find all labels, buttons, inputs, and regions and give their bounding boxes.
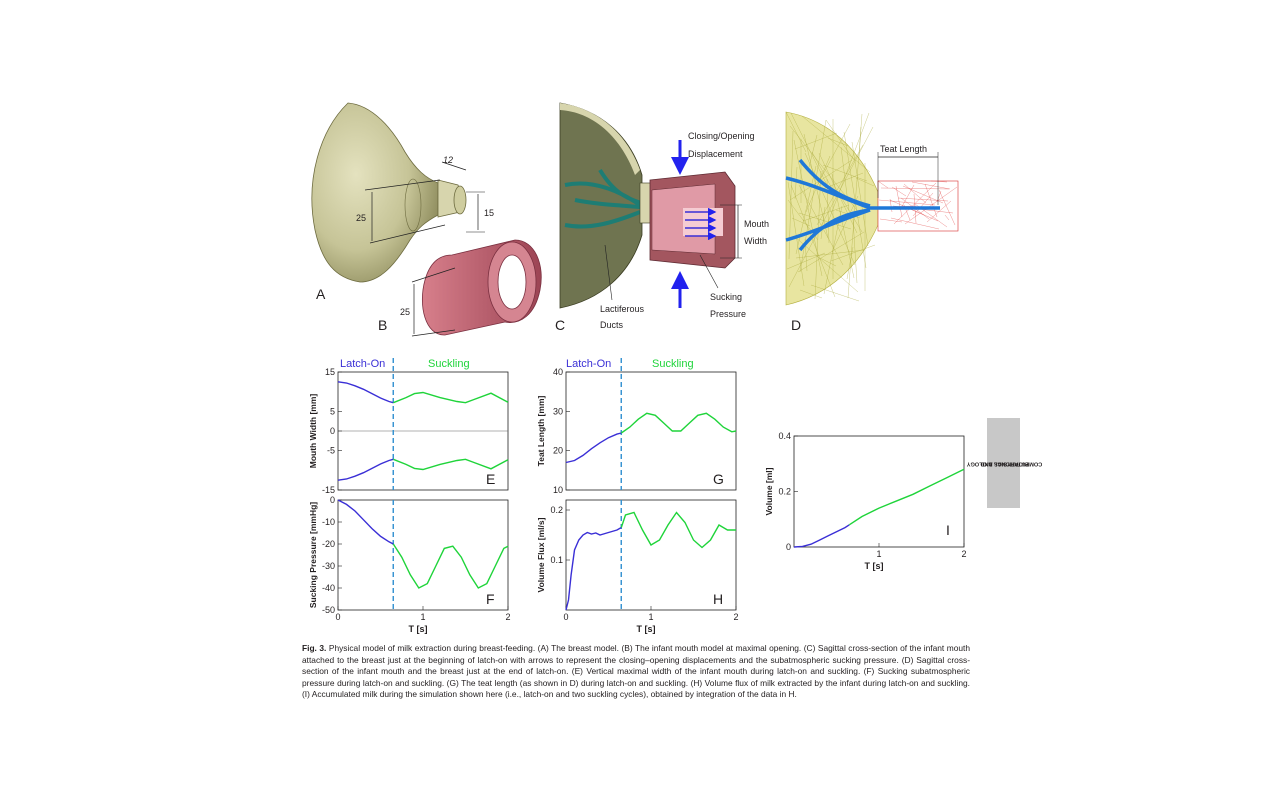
label-mouth-2: Width <box>744 236 767 246</box>
y-tick-label: -5 <box>327 446 335 456</box>
y-tick-label: 0.2 <box>778 487 791 497</box>
y-axis-label: Mouth Width [mm] <box>308 394 318 469</box>
series-suckling <box>848 468 965 526</box>
series-latch-on <box>337 499 394 545</box>
y-tick-label: 0.4 <box>778 431 791 441</box>
x-tick-label: 2 <box>733 612 738 622</box>
x-tick-label: 0 <box>335 612 340 622</box>
panel-letter-g: G <box>713 471 724 487</box>
y-axis-label: Sucking Pressure [mmHg] <box>308 502 318 608</box>
x-tick-label: 2 <box>961 549 966 559</box>
panel-d-mesh <box>785 111 959 306</box>
y-tick-label: 0.1 <box>550 555 563 565</box>
dim-25-label-a: 25 <box>356 213 366 223</box>
x-tick-label: 2 <box>505 612 510 622</box>
series-latch-on <box>793 524 850 548</box>
y-tick-label: -40 <box>322 583 335 593</box>
x-axis-label: T [s] <box>865 561 884 571</box>
label-closing-1: Closing/Opening <box>688 131 755 141</box>
y-tick-label: 10 <box>553 485 563 495</box>
panel-c-cross-section <box>559 102 742 309</box>
dim-15-label: 15 <box>484 208 494 218</box>
y-axis-label: Volume [ml] <box>764 467 774 515</box>
x-axis-label: T [s] <box>409 624 428 634</box>
phase-suck-right: Suckling <box>652 358 694 370</box>
y-tick-label: 0 <box>330 495 335 505</box>
chart-frame <box>565 371 737 491</box>
label-sucking-1: Sucking <box>710 292 742 302</box>
caption-text: Physical model of milk extraction during… <box>302 643 970 700</box>
series-suckling <box>392 543 509 589</box>
phase-latch-left: Latch-On <box>340 358 385 370</box>
label-teat-length: Teat Length <box>880 144 927 154</box>
chart-frame <box>337 499 509 611</box>
side-tab-line-2: COMPUTATIONAL BIOLOGY <box>965 460 1042 467</box>
label-closing-2: Displacement <box>688 149 743 159</box>
figure-caption: Fig. 3. Physical model of milk extractio… <box>302 643 970 701</box>
series-suckling <box>620 412 737 434</box>
panel-letter-i: I <box>946 522 950 538</box>
phase-latch-right: Latch-On <box>566 358 611 370</box>
y-tick-label: -50 <box>322 605 335 615</box>
dim-12-label: 12 <box>443 155 453 165</box>
chart-h-volume-flux: 0.2 0.1 0 1 2 Volume Flux [ml/s] T [s] H <box>536 499 739 634</box>
label-mouth-1: Mouth <box>744 219 769 229</box>
panel-letter-c: C <box>555 317 565 333</box>
label-sucking-2: Pressure <box>710 309 746 319</box>
y-tick-label: 0 <box>330 426 335 436</box>
chart-frame <box>793 435 965 548</box>
y-tick-label: -30 <box>322 561 335 571</box>
side-section-tab: BIOPHYSICS AND COMPUTATIONAL BIOLOGY <box>966 418 1041 508</box>
dim-25-label-b: 25 <box>400 307 410 317</box>
panel-b-mouth-ring <box>411 239 542 337</box>
panel-letter-b: B <box>378 317 387 333</box>
panel-letter-a: A <box>316 286 326 302</box>
x-tick-label: 0 <box>563 612 568 622</box>
series-latch-on <box>565 432 622 464</box>
caption-label: Fig. 3. <box>302 643 327 653</box>
panel-letter-h: H <box>713 591 723 607</box>
y-tick-label: 30 <box>553 406 563 416</box>
series-suckling <box>620 511 736 549</box>
x-tick-label: 1 <box>420 612 425 622</box>
phase-suck-left: Suckling <box>428 358 470 370</box>
y-axis-label: Teat Length [mm] <box>536 396 546 467</box>
label-lactiferous-1: Lactiferous <box>600 304 645 314</box>
series-latch-on <box>337 458 394 481</box>
y-tick-label: -15 <box>322 485 335 495</box>
y-tick-label: 40 <box>553 367 563 377</box>
panel-a-breast-model <box>311 102 485 283</box>
series-suckling <box>393 458 509 471</box>
y-tick-label: 15 <box>325 367 335 377</box>
chart-frame <box>565 499 737 611</box>
chart-i-volume: 0.4 0.2 0 1 2 Volume [ml] T [s] I <box>764 431 967 571</box>
chart-e-mouth-width: 15 5 0 -5 -15 Mouth Width [mm] E <box>308 358 509 495</box>
x-tick-label: 1 <box>876 549 881 559</box>
y-tick-label: -20 <box>322 539 335 549</box>
series-latch-on <box>565 526 622 611</box>
panel-letter-f: F <box>486 591 495 607</box>
y-tick-label: 5 <box>330 406 335 416</box>
series-suckling <box>393 391 509 404</box>
chart-g-teat-length: 40 30 20 10 Teat Length [mm] G <box>536 358 737 495</box>
panel-letter-d: D <box>791 317 801 333</box>
x-axis-label: T [s] <box>637 624 656 634</box>
y-axis-label: Volume Flux [ml/s] <box>536 517 546 592</box>
label-lactiferous-2: Ducts <box>600 320 624 330</box>
y-tick-label: -10 <box>322 517 335 527</box>
panel-letter-e: E <box>486 471 495 487</box>
y-tick-label: 0.2 <box>550 505 563 515</box>
series-latch-on <box>337 381 394 404</box>
y-tick-label: 20 <box>553 446 563 456</box>
x-tick-label: 1 <box>648 612 653 622</box>
y-tick-label: 0 <box>786 542 791 552</box>
